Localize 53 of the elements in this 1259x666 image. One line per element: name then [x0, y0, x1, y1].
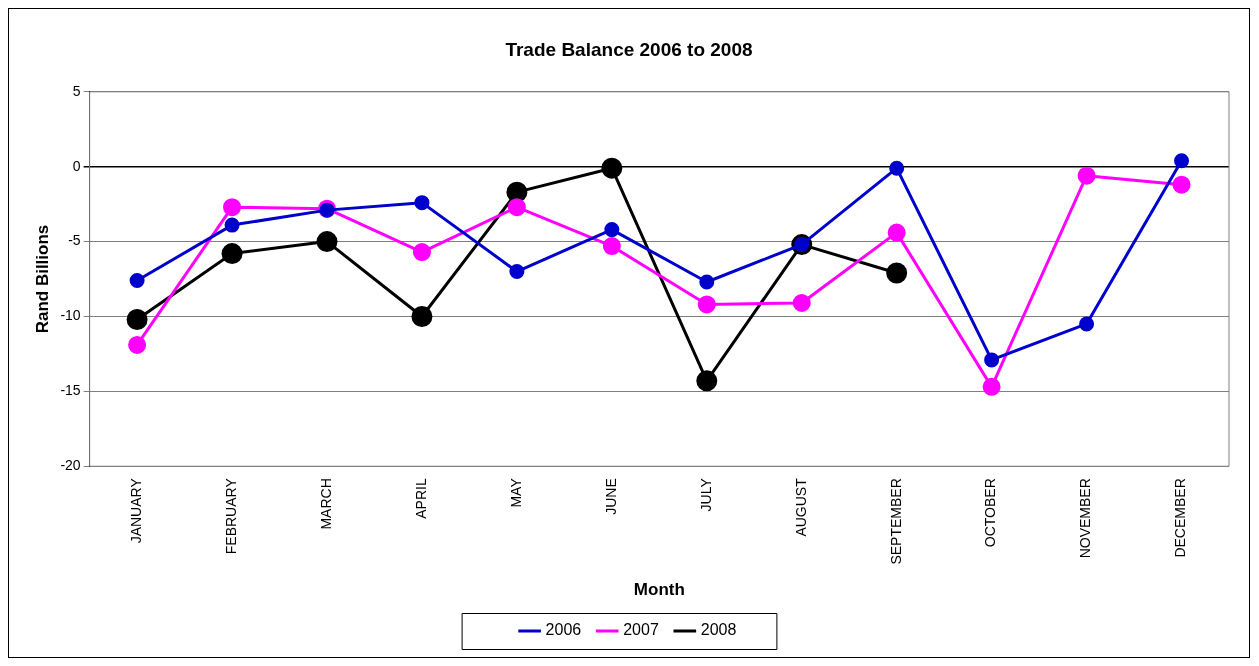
point: [414, 195, 430, 211]
legend-label: 2008: [700, 621, 737, 639]
point: [984, 352, 1000, 368]
point: [889, 160, 905, 176]
point: [129, 273, 145, 289]
point: [604, 222, 620, 238]
point: [128, 335, 147, 354]
point: [316, 231, 338, 253]
x-tick-label: APRIL: [412, 478, 429, 519]
point: [792, 293, 811, 312]
point: [223, 198, 242, 217]
y-tick-label: -5: [68, 232, 81, 249]
point: [696, 370, 718, 392]
point: [1172, 175, 1191, 194]
x-tick-label: JANUARY: [127, 477, 144, 544]
point: [601, 157, 623, 179]
legend-label: 2006: [545, 621, 582, 639]
point: [126, 308, 148, 330]
x-tick-label: DECEMBER: [1172, 478, 1189, 558]
x-tick-label: AUGUST: [792, 477, 809, 537]
point: [507, 198, 526, 217]
y-tick-label: 0: [72, 157, 81, 174]
y-tick-label: -10: [60, 307, 81, 324]
point: [506, 181, 528, 203]
point: [1077, 166, 1096, 185]
x-tick-label: JUNE: [602, 478, 619, 515]
y-tick-label: -20: [60, 457, 81, 474]
chart-title: Trade Balance 2006 to 2008: [505, 38, 753, 60]
x-tick-label: MARCH: [317, 478, 334, 530]
x-tick-label: JULY: [697, 477, 714, 512]
point: [699, 274, 715, 290]
x-tick-label: MAY: [507, 477, 524, 508]
point: [509, 264, 525, 280]
x-tick-label: FEBRUARY: [222, 477, 239, 555]
legend-label: 2007: [623, 621, 659, 639]
point: [602, 237, 621, 256]
point: [982, 377, 1001, 396]
point: [887, 223, 906, 242]
point: [412, 243, 431, 262]
point: [411, 305, 433, 327]
x-tick-label: SEPTEMBER: [887, 478, 904, 565]
point: [1079, 316, 1095, 332]
x-tick-label: NOVEMBER: [1077, 478, 1094, 559]
y-axis-title: Rand Billions: [32, 224, 52, 334]
x-axis-title: Month: [633, 580, 685, 600]
point: [1174, 153, 1190, 169]
point: [886, 262, 908, 284]
point: [221, 243, 243, 265]
y-tick-label: -15: [60, 382, 81, 399]
x-tick-label: OCTOBER: [982, 478, 999, 548]
point: [697, 295, 716, 314]
point: [224, 217, 240, 233]
y-tick-label: 5: [72, 82, 81, 99]
